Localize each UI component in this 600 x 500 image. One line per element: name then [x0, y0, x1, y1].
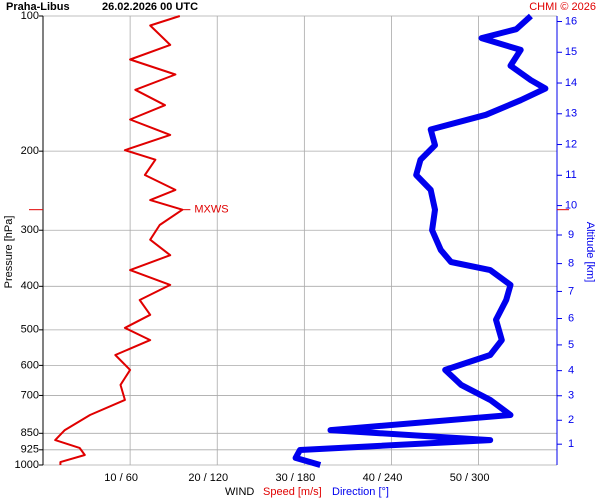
y-tick-label: 500 — [21, 324, 39, 336]
y2-tick-label: 14 — [565, 77, 577, 89]
x-axis-label: WIND — [225, 486, 254, 498]
y2-tick-label: 5 — [568, 339, 574, 351]
y-axis-label: Pressure [hPa] — [3, 216, 15, 289]
y2-tick-label: 3 — [568, 390, 574, 402]
x-tick-label: 40 / 240 — [363, 472, 403, 484]
y-tick-label: 200 — [21, 145, 39, 157]
annotation: MXWS — [194, 204, 228, 216]
y2-tick-label: 2 — [568, 414, 574, 426]
y-tick-label: 400 — [21, 280, 39, 292]
y2-tick-label: 6 — [568, 312, 574, 324]
legend-label: Speed [m/s] — [263, 486, 322, 498]
chart-subtitle: 26.02.2026 00 UTC — [102, 1, 198, 13]
y2-tick-label: 8 — [568, 258, 574, 270]
credit: CHMI © 2026 — [529, 1, 596, 13]
y2-tick-label: 10 — [565, 199, 577, 211]
y2-tick-label: 12 — [565, 138, 577, 150]
y2-tick-label: 13 — [565, 108, 577, 120]
y-tick-label: 1000 — [15, 459, 39, 471]
y2-axis-label: Altitude [km] — [584, 222, 596, 283]
y2-tick-label: 11 — [565, 169, 576, 181]
y2-tick-label: 7 — [568, 285, 574, 297]
x-tick-label: 10 / 60 — [104, 472, 138, 484]
y-tick-label: 850 — [21, 427, 39, 439]
x-tick-label: 50 / 300 — [450, 472, 490, 484]
y2-tick-label: 9 — [568, 229, 574, 241]
y2-tick-label: 16 — [565, 15, 577, 27]
y2-tick-label: 4 — [568, 365, 574, 377]
chart-title: Praha-Libus — [6, 1, 70, 13]
y-tick-label: 925 — [21, 444, 39, 456]
y2-tick-label: 15 — [565, 46, 577, 58]
x-tick-label: 20 / 120 — [188, 472, 228, 484]
legend-label: Direction [°] — [332, 486, 389, 498]
y-tick-label: 100 — [21, 10, 39, 22]
y2-tick-label: 1 — [568, 438, 574, 450]
profile-line — [54, 15, 184, 465]
x-tick-label: 30 / 180 — [275, 472, 315, 484]
y-tick-label: 600 — [21, 359, 39, 371]
profile-line — [292, 13, 549, 468]
y-tick-label: 300 — [21, 224, 39, 236]
y-tick-label: 700 — [21, 389, 39, 401]
